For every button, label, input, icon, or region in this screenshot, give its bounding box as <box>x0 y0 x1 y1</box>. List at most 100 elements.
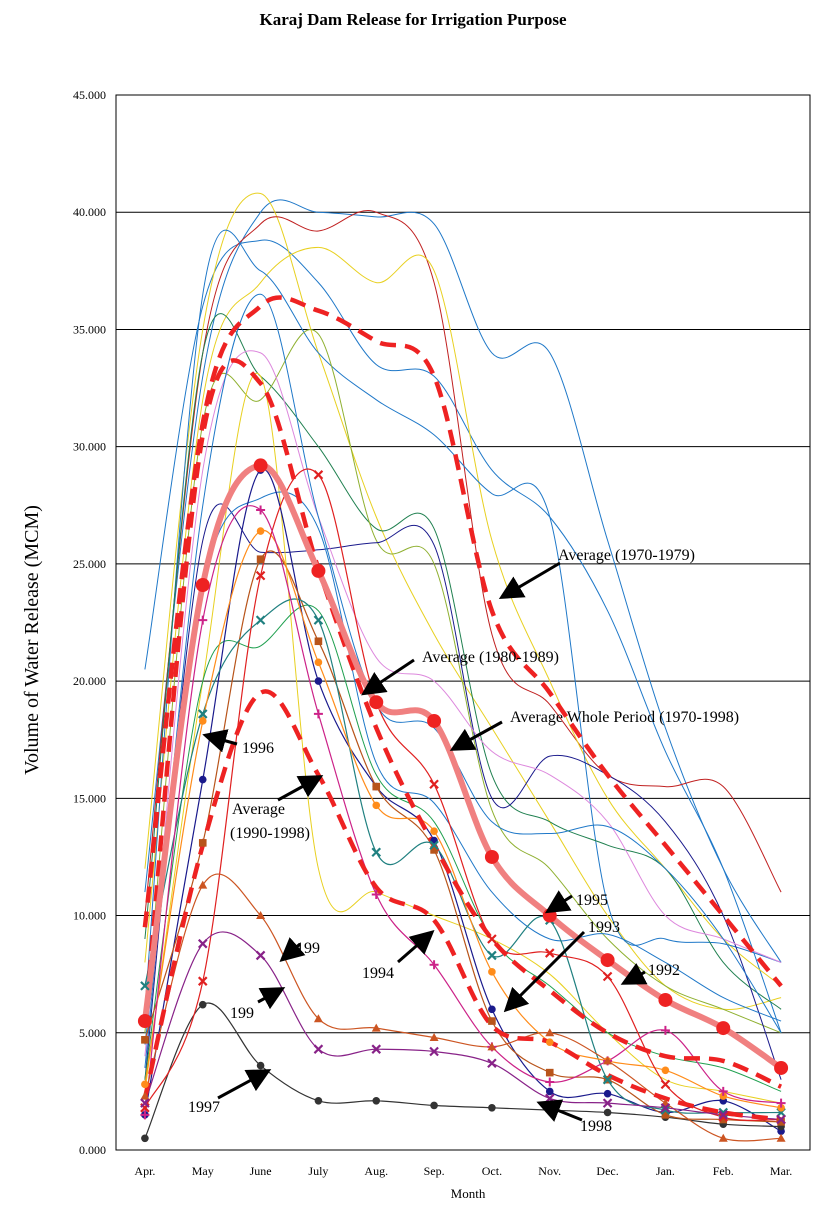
data-point <box>314 637 323 646</box>
data-point <box>256 527 265 535</box>
series-line <box>144 313 782 1010</box>
data-point <box>369 695 384 710</box>
series-line <box>144 246 782 987</box>
y-tick-labels: 0.000 5.000 10.000 15.000 20.000 25.000 30.000… <box>73 88 106 1157</box>
data-point <box>716 1021 731 1036</box>
x-tick-label: Mar. <box>770 1164 792 1178</box>
y-tick-label: 20.000 <box>73 674 106 688</box>
data-point <box>545 1038 554 1046</box>
data-point <box>602 1098 613 1108</box>
data-point <box>198 615 208 625</box>
data-point <box>430 1101 438 1110</box>
annotation-avg-1980-1989-label: Average (1980-1989) <box>422 649 559 666</box>
annotation-1994: 1994 <box>362 930 435 982</box>
data-point <box>427 713 442 728</box>
data-point <box>371 847 382 858</box>
data-point <box>600 953 615 968</box>
x-axis-label: Month <box>451 1186 486 1201</box>
annotation-1996: 1996 <box>202 729 274 757</box>
x-tick-label: Oct. <box>482 1164 502 1178</box>
data-point <box>311 563 326 578</box>
data-point <box>718 1086 728 1096</box>
data-point <box>313 470 324 480</box>
series-line <box>141 462 783 1071</box>
annotation-avg-1990-1998-label-2: (1990-1998) <box>230 825 310 842</box>
annotation-1997: 1997 <box>188 1069 272 1116</box>
data-point <box>141 1036 149 1044</box>
data-point <box>544 1093 555 1104</box>
annotation-arrow <box>277 775 324 802</box>
annotation-arrow <box>449 720 503 751</box>
data-point <box>777 1118 785 1126</box>
annotation-arrow <box>397 930 435 964</box>
data-point <box>603 1108 612 1117</box>
data-point <box>255 615 266 625</box>
data-point <box>776 1114 786 1125</box>
annotation-arrow <box>257 987 286 1010</box>
annotation-1996-label: 1996 <box>242 740 274 757</box>
data-point <box>660 1079 671 1090</box>
annotation-arrow <box>361 658 415 696</box>
annotation-1994-label: 1994 <box>362 965 394 982</box>
data-point <box>545 1028 555 1037</box>
y-tick-label: 30.000 <box>73 440 106 454</box>
data-point <box>603 1056 613 1065</box>
data-point <box>371 889 381 899</box>
data-point <box>371 1044 382 1054</box>
data-point <box>256 555 265 563</box>
data-point <box>484 849 499 864</box>
annotation-1995: 1995 <box>544 890 608 914</box>
data-point <box>140 1110 150 1120</box>
series-line <box>144 350 782 1057</box>
data-point <box>313 615 324 625</box>
series-line <box>144 530 782 1109</box>
y-tick-label: 45.000 <box>73 88 106 102</box>
annotation-1991-label: 199 <box>296 940 320 957</box>
data-point <box>661 1111 670 1119</box>
data-point <box>602 1074 613 1085</box>
data-point <box>658 992 673 1007</box>
data-point <box>718 1112 729 1122</box>
data-point <box>372 801 381 810</box>
data-point <box>718 1110 729 1120</box>
data-point <box>255 570 266 581</box>
data-point <box>256 1061 265 1070</box>
data-point <box>718 1133 728 1142</box>
x-tick-label: Aug. <box>364 1164 388 1178</box>
x-tick-label: June <box>250 1164 272 1178</box>
series-line <box>144 503 782 1080</box>
data-point <box>371 1023 381 1032</box>
series-line <box>142 358 783 1089</box>
data-point <box>660 1025 670 1035</box>
data-point <box>545 1068 554 1077</box>
y-tick-label: 35.000 <box>73 322 106 336</box>
data-point <box>313 709 323 719</box>
y-axis-label: Volume of Water Release (MCM) <box>21 505 43 775</box>
annotation-1992: 1992 <box>620 962 680 985</box>
data-point <box>660 1105 671 1115</box>
data-point <box>544 948 555 958</box>
annotation-avg-1970-1979-label: Average (1970-1979) <box>558 547 695 564</box>
data-point <box>429 1032 439 1041</box>
data-point <box>197 976 208 986</box>
x-tick-label: July <box>308 1164 328 1178</box>
data-point <box>314 1096 323 1105</box>
data-point <box>487 934 497 944</box>
series-line <box>142 295 783 988</box>
x-tick-labels: Apr. May June July Aug. Sep. Oct. Nov. Dec. Jan. F… <box>134 1164 792 1178</box>
data-point <box>197 709 208 719</box>
data-point <box>429 779 439 790</box>
data-point <box>777 1104 785 1112</box>
data-point <box>487 1042 497 1051</box>
y-tick-label: 25.000 <box>73 557 106 571</box>
data-point <box>487 1058 497 1069</box>
data-point <box>776 1133 786 1142</box>
annotation-1992-label: 1992 <box>648 962 680 979</box>
data-point <box>542 908 557 923</box>
x-tick-label: Nov. <box>538 1164 561 1178</box>
series-line <box>144 550 782 1123</box>
data-point <box>255 950 266 961</box>
x-tick-label: Apr. <box>134 1164 155 1178</box>
data-point <box>314 677 323 685</box>
data-point <box>488 1017 496 1025</box>
